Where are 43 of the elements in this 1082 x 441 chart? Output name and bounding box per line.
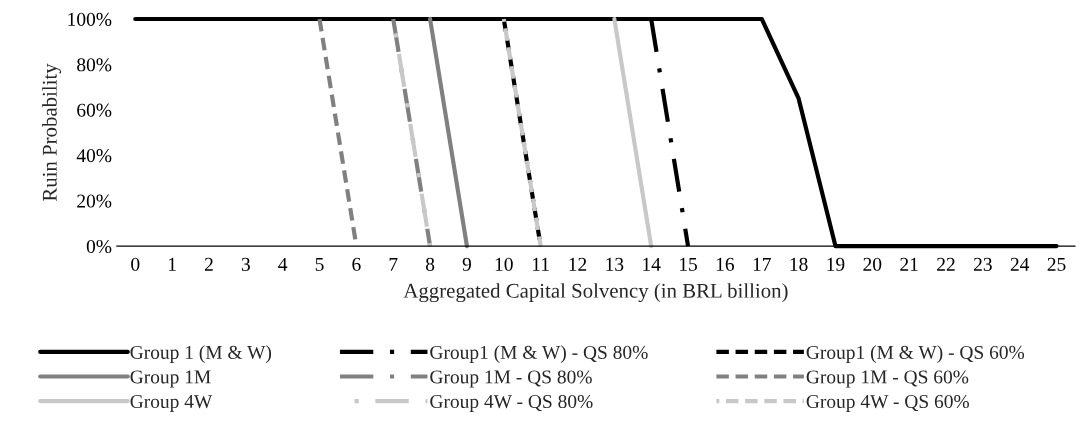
legend-label: Group 4W - QS 80% [430, 394, 593, 413]
legend-label: Group1 (M & W) - QS 60% [806, 345, 1025, 363]
legend-label: Group 1M - QS 80% [430, 370, 592, 388]
legend-label: Group1 (M & W) - QS 80% [430, 345, 648, 363]
x-tick-label: 0 [131, 257, 140, 271]
x-tick-label: 24 [1010, 257, 1030, 271]
x-tick-label: 17 [753, 257, 771, 271]
x-axis-title: Aggregated Capital Solvency (in BRL billion) [403, 283, 788, 303]
legend-label: Group 4W - QS 60% [806, 394, 969, 413]
x-tick-label: 16 [716, 257, 735, 271]
legend-label: Group 4W [130, 394, 213, 413]
x-tick-label: 20 [863, 257, 882, 271]
x-tick-label: 13 [606, 257, 624, 271]
y-tick-label: 40% [76, 149, 112, 163]
y-tick-label: 0% [86, 239, 112, 254]
x-tick-label: 11 [532, 257, 549, 271]
x-tick-label: 12 [569, 257, 587, 271]
y-axis-title: Ruin Probability [42, 63, 62, 202]
y-tick-label: 60% [77, 103, 112, 117]
x-tick-label: 5 [315, 257, 324, 271]
y-tick-label: 20% [77, 194, 112, 208]
x-tick-label: 7 [389, 257, 398, 271]
x-tick-label: 4 [278, 257, 288, 271]
x-tick-label: 1 [168, 257, 176, 271]
x-tick-label: 22 [937, 257, 955, 271]
legend-label: Group 1M - QS 60% [806, 370, 969, 388]
x-tick-label: 23 [973, 257, 992, 271]
x-tick-label: 18 [790, 257, 808, 271]
y-tick-label: 100% [68, 12, 112, 26]
legend-label: Group 1M [130, 370, 211, 388]
x-tick-label: 25 [1047, 257, 1066, 271]
x-tick-label: 19 [827, 257, 845, 271]
x-tick-label: 8 [425, 257, 435, 271]
x-tick-label: 21 [900, 257, 918, 271]
x-tick-label: 3 [241, 257, 250, 271]
x-tick-label: 15 [680, 257, 697, 271]
y-tick-label: 80% [77, 58, 112, 72]
x-tick-label: 2 [204, 257, 213, 271]
x-tick-label: 10 [495, 257, 513, 271]
x-tick-label: 14 [643, 257, 661, 271]
legend-label: Group 1 (M & W) [130, 345, 272, 363]
x-tick-label: 9 [462, 257, 471, 271]
x-tick-label: 6 [352, 257, 361, 271]
